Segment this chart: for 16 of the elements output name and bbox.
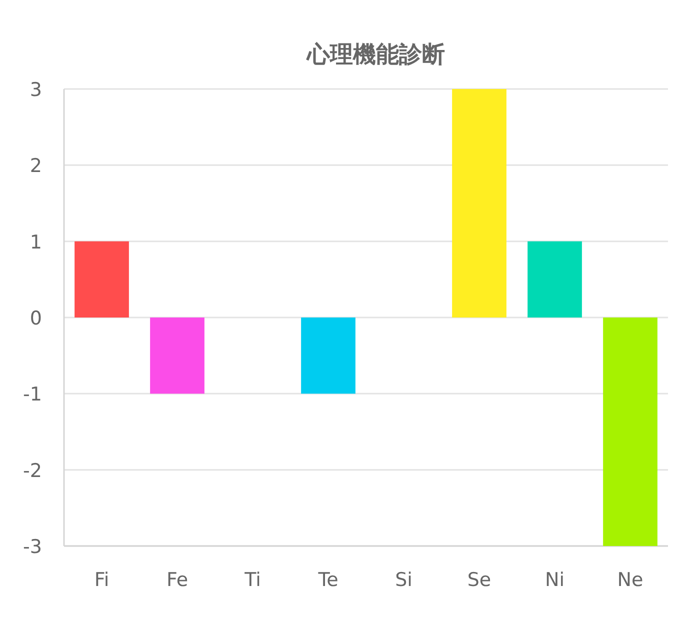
x-tick-label: Ti	[244, 569, 261, 591]
y-tick-label: 1	[30, 231, 42, 254]
y-tick-label: 0	[30, 308, 42, 330]
y-tick-label: -1	[23, 384, 42, 406]
x-tick-label: Fe	[166, 569, 188, 591]
y-tick-label: -2	[23, 460, 42, 482]
y-tick-label: 2	[30, 155, 42, 178]
x-tick-label: Te	[317, 569, 338, 591]
y-tick-label: 3	[30, 79, 42, 101]
x-tick-label: Ni	[545, 569, 564, 591]
x-tick-label: Se	[467, 569, 492, 591]
x-tick-label: Ne	[617, 569, 644, 591]
x-tick-label: Fi	[94, 569, 110, 591]
x-tick-label: Si	[395, 569, 412, 591]
y-tick-label: -3	[23, 536, 42, 558]
chart-title: 心理機能診断	[306, 41, 445, 68]
